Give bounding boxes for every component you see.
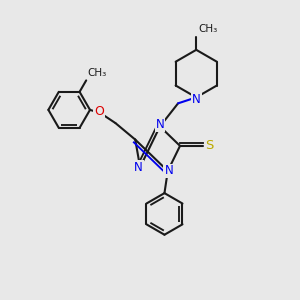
Text: N: N <box>134 160 143 174</box>
Text: N: N <box>155 118 164 131</box>
Text: N: N <box>192 92 201 106</box>
Text: N: N <box>164 164 173 178</box>
Text: CH₃: CH₃ <box>198 24 217 34</box>
Text: O: O <box>94 105 104 118</box>
Text: S: S <box>205 140 213 152</box>
Text: CH₃: CH₃ <box>88 68 107 78</box>
